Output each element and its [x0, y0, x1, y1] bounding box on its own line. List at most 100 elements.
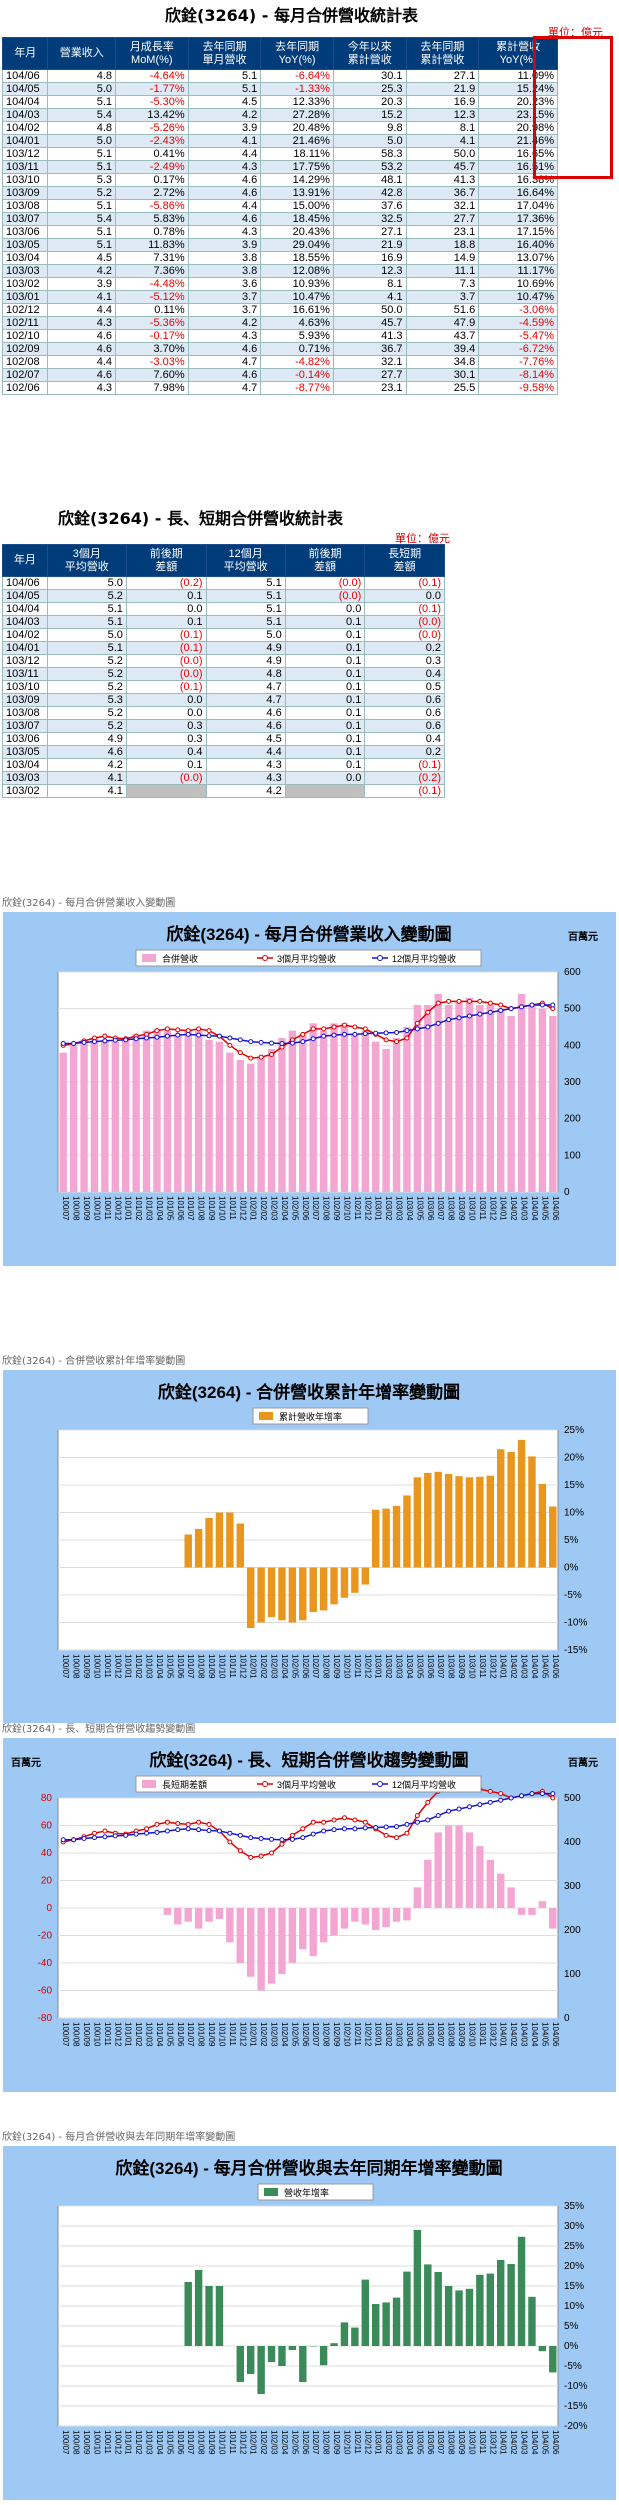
bar [351, 1567, 359, 1593]
x-tick-label: 102/11 [353, 1196, 362, 1220]
table-cell: 0.1 [284, 758, 366, 772]
bar [434, 2272, 442, 2346]
line-point [331, 1024, 337, 1030]
y-tick-label: 15% [564, 2281, 584, 2292]
x-tick-label: 101/10 [217, 2430, 226, 2455]
bar [247, 1567, 255, 1628]
table-cell: (0.1) [364, 758, 445, 772]
x-tick-label: 101/04 [155, 1654, 164, 1679]
line-point [414, 1020, 420, 1026]
x-tick-label: 101/08 [197, 1196, 206, 1221]
line-point [394, 1835, 400, 1841]
table-cell: 5.2 [46, 680, 127, 694]
x-tick-label: 100/12 [113, 2430, 122, 2455]
legend-swatch [142, 954, 156, 962]
long-short-revenue-table: 年月 3個月 平均營收 前後期 差額 12個月 平均營收 前後期 差額 長短期 差額 104/06 5.… [2, 544, 445, 798]
x-tick-label: 101/08 [197, 2022, 206, 2047]
table-cell: 4.6 [187, 173, 262, 187]
x-tick-label: 103/05 [415, 2430, 424, 2455]
x-tick-label: 103/08 [447, 2430, 456, 2455]
table-cell: 3.6 [187, 277, 262, 291]
bar [465, 2288, 474, 2346]
line-point [227, 1042, 233, 1048]
table-row: 103/12 5.2 (0.0) 4.9 0.1 0.3 [2, 654, 445, 668]
y-tick-label: 600 [564, 967, 581, 978]
y-tick-label: 300 [564, 1077, 581, 1088]
table-cell: 104/05 [1, 82, 49, 96]
legend-marker [262, 955, 268, 961]
bar [299, 1908, 307, 1950]
table-cell: 16.61% [260, 303, 334, 317]
line-point [196, 1032, 202, 1038]
table-cell: -4.48% [115, 277, 189, 291]
x-tick-label: 100/11 [103, 1654, 112, 1678]
line-point [248, 1854, 254, 1860]
bar [226, 1052, 234, 1192]
table-cell: 0.0 [284, 771, 366, 785]
line-point [466, 998, 472, 1004]
x-tick-label: 102/01 [249, 2022, 258, 2047]
bar [413, 1887, 422, 1908]
table-cell: 11.17% [478, 264, 558, 278]
x-tick-label: 104/03 [520, 1654, 529, 1679]
x-tick-label: 102/03 [270, 1196, 279, 1221]
bar [215, 2286, 224, 2346]
table-cell: 5.1 [205, 615, 286, 629]
table-cell: 4.4 [187, 147, 262, 161]
table-row: 103/10 5.2 (0.1) 4.7 0.1 0.5 [2, 680, 445, 694]
table-cell: 10.93% [260, 277, 334, 291]
x-tick-label: 104/05 [540, 2430, 549, 2455]
x-tick-label: 103/05 [415, 1196, 424, 1221]
x-tick-label: 101/10 [217, 1654, 226, 1679]
bar [278, 1038, 286, 1192]
x-tick-label: 103/02 [384, 2430, 393, 2455]
bar [361, 1030, 369, 1192]
bar [174, 1908, 182, 1925]
line-point [425, 1799, 431, 1805]
bar [340, 1023, 349, 1192]
table-cell: 4.9 [205, 641, 286, 655]
bar [267, 1567, 276, 1617]
bar [309, 1908, 317, 1957]
x-tick-label: 101/06 [176, 1654, 185, 1679]
unit-label: 百萬元 [568, 930, 598, 943]
table-cell: 18.8 [405, 238, 480, 252]
x-tick-label: 101/04 [155, 2430, 164, 2455]
line-point [508, 1795, 514, 1801]
bar [486, 1005, 494, 1192]
column-header: 去年同期 YoY(%) [260, 37, 334, 70]
bar [465, 1477, 474, 1568]
y-tick-label: -15% [564, 1645, 587, 1656]
table-cell: (0.2) [125, 576, 207, 590]
bar [434, 1471, 442, 1568]
monthly-yoy-chart: 欣銓(3264) - 每月合併營收與去年同期年增率變動圖 100/07 100/08… [57, 2158, 587, 2455]
bar [340, 1908, 349, 1929]
column-header: 3個月 平均營收 [46, 544, 127, 577]
table-cell: 5.1 [47, 225, 116, 239]
x-tick-label: 100/07 [61, 2022, 70, 2047]
table1-title: 欣銓(3264) - 每月合併營收統計表 [165, 6, 418, 25]
bar [330, 2343, 338, 2346]
x-tick-label: 102/12 [363, 1196, 372, 1221]
x-tick-label: 102/02 [259, 2430, 268, 2455]
table-cell: -0.14% [260, 368, 334, 382]
table-cell: 103/10 [2, 680, 48, 694]
y-tick-label: -10% [564, 2381, 587, 2392]
x-tick-label: 101/09 [207, 2022, 216, 2047]
table-cell: 4.4 [187, 199, 262, 213]
table-cell: -1.77% [115, 82, 189, 96]
table-cell: 104/06 [1, 69, 49, 83]
table-cell: 14.9 [405, 251, 480, 265]
bar [236, 2346, 244, 2382]
bar [372, 1509, 380, 1568]
line-point [310, 1819, 316, 1825]
legend-label: 3個月平均營收 [277, 953, 336, 964]
table-cell: 21.9 [332, 238, 407, 252]
table-cell: 5.1 [205, 589, 286, 603]
bar [497, 1873, 505, 1908]
line-point [112, 1037, 118, 1043]
bar [257, 2346, 265, 2394]
x-tick-label: 101/11 [228, 1654, 237, 1678]
x-tick-label: 104/01 [499, 2430, 508, 2455]
line-point [196, 1819, 202, 1825]
